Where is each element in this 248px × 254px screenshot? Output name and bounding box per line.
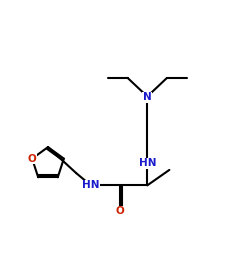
Text: HN: HN xyxy=(82,180,100,190)
Text: O: O xyxy=(28,154,36,164)
Text: N: N xyxy=(143,92,152,102)
Text: O: O xyxy=(116,206,125,216)
Text: HN: HN xyxy=(139,158,156,168)
